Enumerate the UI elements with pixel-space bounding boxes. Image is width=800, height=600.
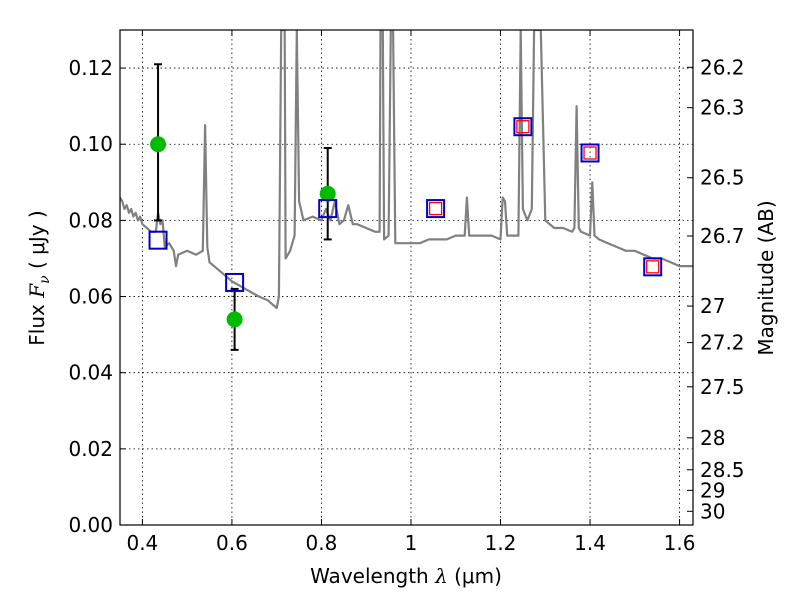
magnitude-axis-title: Magnitude (AB) <box>754 200 778 355</box>
x-tick-label: 0.4 <box>126 531 158 555</box>
x-tick-label: 1.4 <box>574 531 606 555</box>
x-axis-label: Wavelength <box>310 564 429 588</box>
y-tick-label: 0.12 <box>68 56 113 80</box>
x-axis-symbol: λ <box>434 564 448 588</box>
plot-content <box>120 30 693 351</box>
mag-tick-label: 26.5 <box>700 166 745 190</box>
x-tick-label: 0.6 <box>216 531 248 555</box>
model-square <box>318 199 338 219</box>
model-square-inner <box>646 260 660 274</box>
x-tick-label: 1.6 <box>664 531 696 555</box>
plot-frame <box>119 29 694 526</box>
mag-tick-label: 28 <box>700 426 725 450</box>
mag-tick-label: 27.5 <box>700 375 745 399</box>
mag-tick-label: 26.2 <box>700 55 745 79</box>
observed-point <box>319 185 336 202</box>
x-tick-label: 0.8 <box>306 531 338 555</box>
y-tick-label: 0.04 <box>68 361 113 385</box>
mag-tick-label: 26.3 <box>700 96 745 120</box>
y-tick-label: 0.10 <box>68 132 113 156</box>
model-square-inner <box>583 146 597 160</box>
mag-tick-label: 26.7 <box>700 224 745 248</box>
mag-tick-label: 27.2 <box>700 331 745 355</box>
mag-tick-label: 27 <box>700 294 725 318</box>
y-axis: 0.00 0.02 0.04 0.06 0.08 0.10 0.12 <box>68 56 126 537</box>
x-axis-title: Wavelength λ (μm) <box>310 564 502 588</box>
y-tick-label: 0.02 <box>68 437 113 461</box>
model-square <box>225 272 245 292</box>
y-axis-label: Flux <box>25 304 49 346</box>
observed-point <box>150 136 167 153</box>
x-tick-label: 1 <box>405 531 418 555</box>
x-axis: 0.4 0.6 0.8 1 1.2 1.4 1.6 <box>126 30 695 555</box>
y-axis-unit: ( μJy ) <box>25 210 49 269</box>
y-axis-symbol: F <box>25 283 49 299</box>
y-tick-label: 0.00 <box>68 513 113 537</box>
y-axis-symbol-sub: ν <box>37 275 53 284</box>
y-tick-label: 0.06 <box>68 285 113 309</box>
mag-tick-label: 28.5 <box>700 458 745 482</box>
y-tick-label: 0.08 <box>68 208 113 232</box>
model-square-inner <box>428 201 443 216</box>
model-square <box>513 117 533 137</box>
y-axis-title: Flux Fν ( μJy ) <box>25 210 53 345</box>
observed-point <box>226 311 243 328</box>
model-square <box>580 143 600 163</box>
model-square <box>643 257 663 277</box>
x-axis-unit: (μm) <box>454 564 502 588</box>
mag-tick-label: 29 <box>700 478 725 502</box>
mag-tick-label: 30 <box>700 499 725 523</box>
model-square <box>148 230 168 250</box>
grid-lines <box>120 30 693 526</box>
model-square-inner <box>516 120 530 134</box>
x-tick-label: 1.2 <box>485 531 517 555</box>
spectrum-line <box>120 30 693 310</box>
model-square <box>426 199 446 219</box>
